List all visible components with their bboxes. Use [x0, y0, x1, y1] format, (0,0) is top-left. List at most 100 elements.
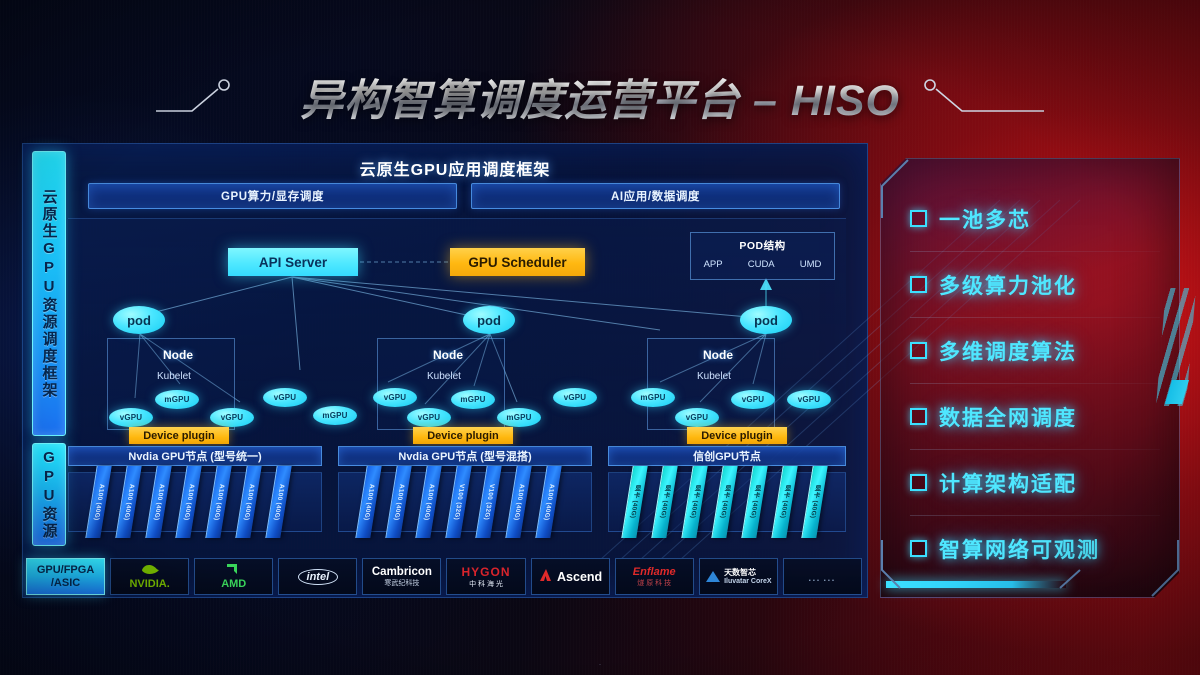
mgpu-ellipse[interactable]: mGPU	[155, 390, 199, 409]
gpu-card[interactable]: 显卡 (40G)	[711, 466, 738, 538]
nvidia-eye-icon	[140, 563, 160, 578]
vendor-gpu-fpga-asic[interactable]: GPU/FPGA /ASIC	[26, 558, 106, 595]
gpu-card-shelf: A100 (40G) A100 (40G) A100 (40G) A100 (4…	[68, 466, 322, 538]
feature-label: 数据全网调度	[939, 406, 1077, 430]
gpu-card-label: A100 (40G)	[152, 483, 166, 521]
gpu-card[interactable]: A100 (40G)	[385, 466, 412, 538]
vendor-label-line1: Ascend	[557, 569, 603, 584]
vgpu-ellipse[interactable]: vGPU	[731, 390, 775, 409]
feature-item-1[interactable]: 多级算力池化	[910, 252, 1160, 317]
vgpu-ellipse[interactable]: vGPU	[675, 408, 719, 427]
kubelet-label: Kubelet	[157, 371, 191, 382]
feature-item-5[interactable]: 智算网络可观测	[910, 516, 1160, 581]
header-chip-ai-data[interactable]: AI应用/数据调度	[471, 183, 840, 209]
gpu-card[interactable]: A100 (40G)	[415, 466, 442, 538]
gpu-card[interactable]: 显卡 (40G)	[651, 466, 678, 538]
vgpu-ellipse[interactable]: vGPU	[553, 388, 597, 407]
gpu-card-label: A100 (40G)	[512, 483, 526, 521]
vendor-enflame[interactable]: Enflame 燧 原 科 技	[614, 558, 694, 595]
node-group-3: pod Node Kubelet mGPU vGPU vGPU vGPU Dev…	[631, 306, 885, 444]
page-title: 异构智算调度运营平台 – HISO	[300, 66, 900, 128]
node-title: Node	[433, 348, 463, 362]
feature-item-0[interactable]: 一池多芯	[910, 186, 1160, 251]
feature-panel: 一池多芯 多级算力池化 多维调度算法 数据全网调度 计算架构适配 智算网络可观测	[880, 158, 1196, 598]
checkbox-square-icon[interactable]	[910, 408, 927, 425]
mgpu-ellipse[interactable]: mGPU	[313, 406, 357, 425]
feature-item-2[interactable]: 多维调度算法	[910, 318, 1160, 383]
api-server-box[interactable]: API Server	[228, 248, 358, 276]
vendor-label-line1: Cambricon	[371, 565, 432, 578]
gpu-card[interactable]: 显卡 (40G)	[621, 466, 648, 538]
device-plugin-button[interactable]: Device plugin	[687, 427, 787, 444]
vgpu-ellipse[interactable]: vGPU	[787, 390, 831, 409]
gpu-card[interactable]: A100 (40G)	[265, 466, 292, 538]
vendor-intel[interactable]: intel	[278, 558, 358, 595]
vgpu-ellipse[interactable]: vGPU	[109, 408, 153, 427]
mgpu-ellipse[interactable]: mGPU	[631, 388, 675, 407]
side-label-gpu-resource: GPU资源	[32, 443, 66, 546]
gpu-node-nvidia-uniform: Nvdia GPU节点 (型号统一) A100 (40G) A100 (40G)…	[68, 446, 322, 546]
gpu-card[interactable]: V100 (32G)	[445, 466, 472, 538]
device-plugin-button[interactable]: Device plugin	[413, 427, 513, 444]
gpu-card[interactable]: 显卡 (40G)	[801, 466, 828, 538]
vendor-hygon[interactable]: HYGON 中 科 海 光	[446, 558, 526, 595]
vendor-ascend[interactable]: Ascend	[530, 558, 610, 595]
gpu-card[interactable]: A100 (40G)	[175, 466, 202, 538]
gpu-card[interactable]: A100 (40G)	[115, 466, 142, 538]
pod-ellipse[interactable]: pod	[463, 306, 515, 334]
feature-label: 多维调度算法	[939, 340, 1077, 364]
gpu-card[interactable]: V100 (32G)	[475, 466, 502, 538]
vendor-amd[interactable]: AMD	[194, 558, 274, 595]
mgpu-ellipse[interactable]: mGPU	[497, 408, 541, 427]
gpu-scheduler-box[interactable]: GPU Scheduler	[450, 248, 585, 276]
gpu-card[interactable]: 显卡 (40G)	[681, 466, 708, 538]
checkbox-square-icon[interactable]	[910, 342, 927, 359]
vgpu-ellipse[interactable]: vGPU	[407, 408, 451, 427]
gpu-card[interactable]: A100 (40G)	[85, 466, 112, 538]
gpu-card[interactable]: 显卡 (40G)	[771, 466, 798, 538]
vendor-label-line1: AMD	[221, 578, 247, 590]
mgpu-ellipse[interactable]: mGPU	[451, 390, 495, 409]
bottom-mark: ·	[598, 659, 602, 669]
vgpu-ellipse[interactable]: vGPU	[373, 388, 417, 407]
pod-ellipse[interactable]: pod	[740, 306, 792, 334]
vendor-label-line1: intel	[297, 568, 339, 585]
panel-title: 云原生GPU应用调度框架	[359, 162, 551, 179]
gpu-card[interactable]: A100 (40G)	[235, 466, 262, 538]
vendor-nvidia[interactable]: NVIDIA.	[110, 558, 190, 595]
vgpu-ellipse[interactable]: vGPU	[263, 388, 307, 407]
header-chip-gpu-compute[interactable]: GPU算力/显存调度	[88, 183, 457, 209]
pod-struct-app: APP	[703, 259, 723, 270]
feature-label: 一池多芯	[939, 208, 1031, 232]
vendor-more[interactable]: ……	[782, 558, 862, 595]
panel-bottom-accent	[886, 581, 1066, 588]
gpu-card[interactable]: 显卡 (40G)	[741, 466, 768, 538]
checkbox-square-icon[interactable]	[910, 276, 927, 293]
checkbox-square-icon[interactable]	[910, 474, 927, 491]
gpu-card-label: A100 (40G)	[392, 483, 406, 521]
pod-structure-box: POD结构 APP CUDA UMD	[690, 232, 835, 280]
gpu-card[interactable]: A100 (40G)	[505, 466, 532, 538]
gpu-card[interactable]: A100 (40G)	[205, 466, 232, 538]
pod-ellipse[interactable]: pod	[113, 306, 165, 334]
feature-item-3[interactable]: 数据全网调度	[910, 384, 1160, 449]
gpu-card[interactable]: A100 (40G)	[355, 466, 382, 538]
checkbox-square-icon[interactable]	[910, 210, 927, 227]
gpu-card[interactable]: A100 (40G)	[145, 466, 172, 538]
vendor-cambricon[interactable]: Cambricon 寒武纪科技	[362, 558, 442, 595]
vendor-label-line1: Enflame	[632, 565, 676, 578]
node-group-2: pod Node Kubelet vGPU mGPU vGPU mGPU vGP…	[373, 306, 615, 444]
ascend-mark-icon	[538, 568, 553, 585]
feature-item-4[interactable]: 计算架构适配	[910, 450, 1160, 515]
vendor-label-line1: 天数智芯	[724, 567, 757, 577]
pod-struct-cuda: CUDA	[747, 259, 775, 270]
checkbox-square-icon[interactable]	[910, 540, 927, 557]
vendor-iluvatar[interactable]: 天数智芯 Iluvatar CoreX	[698, 558, 778, 595]
side-label-framework: 云原生GPU资源调度框架	[32, 151, 66, 436]
gpu-node-title: Nvdia GPU节点 (型号混搭)	[338, 446, 592, 466]
device-plugin-button[interactable]: Device plugin	[129, 427, 229, 444]
pod-struct-umd: UMD	[799, 259, 822, 270]
vgpu-ellipse[interactable]: vGPU	[210, 408, 254, 427]
gpu-card-label: A100 (40G)	[182, 483, 196, 521]
gpu-card[interactable]: A100 (40G)	[535, 466, 562, 538]
